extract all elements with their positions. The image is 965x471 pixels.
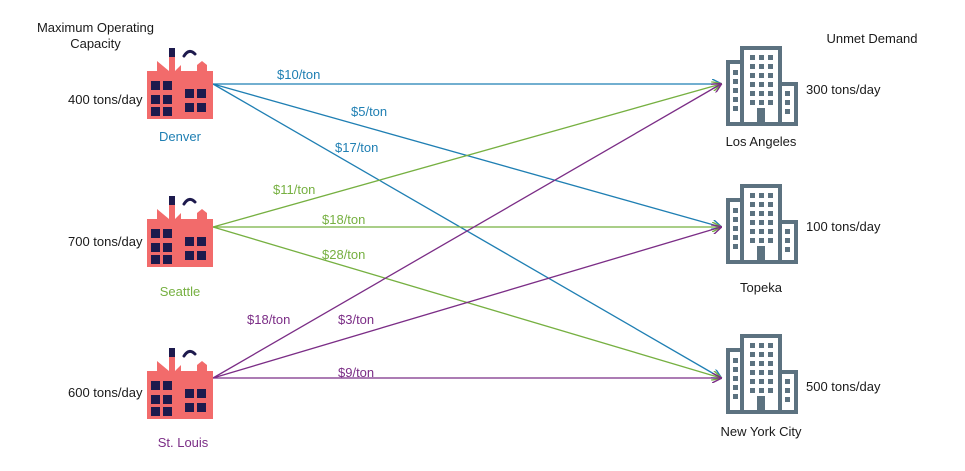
route-cost-seattle-nyc: $28/ton <box>322 247 366 262</box>
route-arrow-stlouis-la <box>212 84 721 379</box>
building-icon <box>726 184 798 264</box>
factory-capacity-stlouis: 600 tons/day <box>68 385 143 400</box>
factory-capacity-denver: 400 tons/day <box>68 92 143 107</box>
route-cost-seattle-la: $11/ton <box>273 182 316 197</box>
route-arrow-seattle-la <box>212 84 721 228</box>
route-cost-stlouis-topeka: $3/ton <box>338 312 375 327</box>
city-name-la: Los Angeles <box>725 134 797 149</box>
route-arrow-stlouis-topeka <box>212 227 721 379</box>
factory-icon <box>147 48 213 119</box>
factory-name-stlouis: St. Louis <box>157 435 209 450</box>
route-cost-denver-la: $10/ton <box>277 67 321 82</box>
building-icon <box>726 334 798 414</box>
factory-name-denver: Denver <box>159 129 201 144</box>
building-icon <box>726 46 798 126</box>
capacity-header: Maximum Operating Capacity <box>36 20 155 51</box>
city-name-topeka: Topeka <box>740 280 782 295</box>
city-name-nyc: New York City <box>720 424 802 439</box>
route-cost-seattle-topeka: $18/ton <box>322 212 366 227</box>
factory-name-seattle: Seattle <box>159 284 201 299</box>
factory-capacity-seattle: 700 tons/day <box>68 234 143 249</box>
route-cost-stlouis-la: $18/ton <box>247 312 291 327</box>
route-cost-stlouis-nyc: $9/ton <box>338 365 375 380</box>
route-cost-denver-topeka: $5/ton <box>351 104 388 119</box>
city-demand-nyc: 500 tons/day <box>806 379 881 394</box>
route-cost-denver-nyc: $17/ton <box>335 140 379 155</box>
demand-header: Unmet Demand <box>826 31 918 46</box>
factory-icon <box>147 348 213 419</box>
city-demand-topeka: 100 tons/day <box>806 219 881 234</box>
factory-icon <box>147 196 213 267</box>
city-demand-la: 300 tons/day <box>806 82 881 97</box>
